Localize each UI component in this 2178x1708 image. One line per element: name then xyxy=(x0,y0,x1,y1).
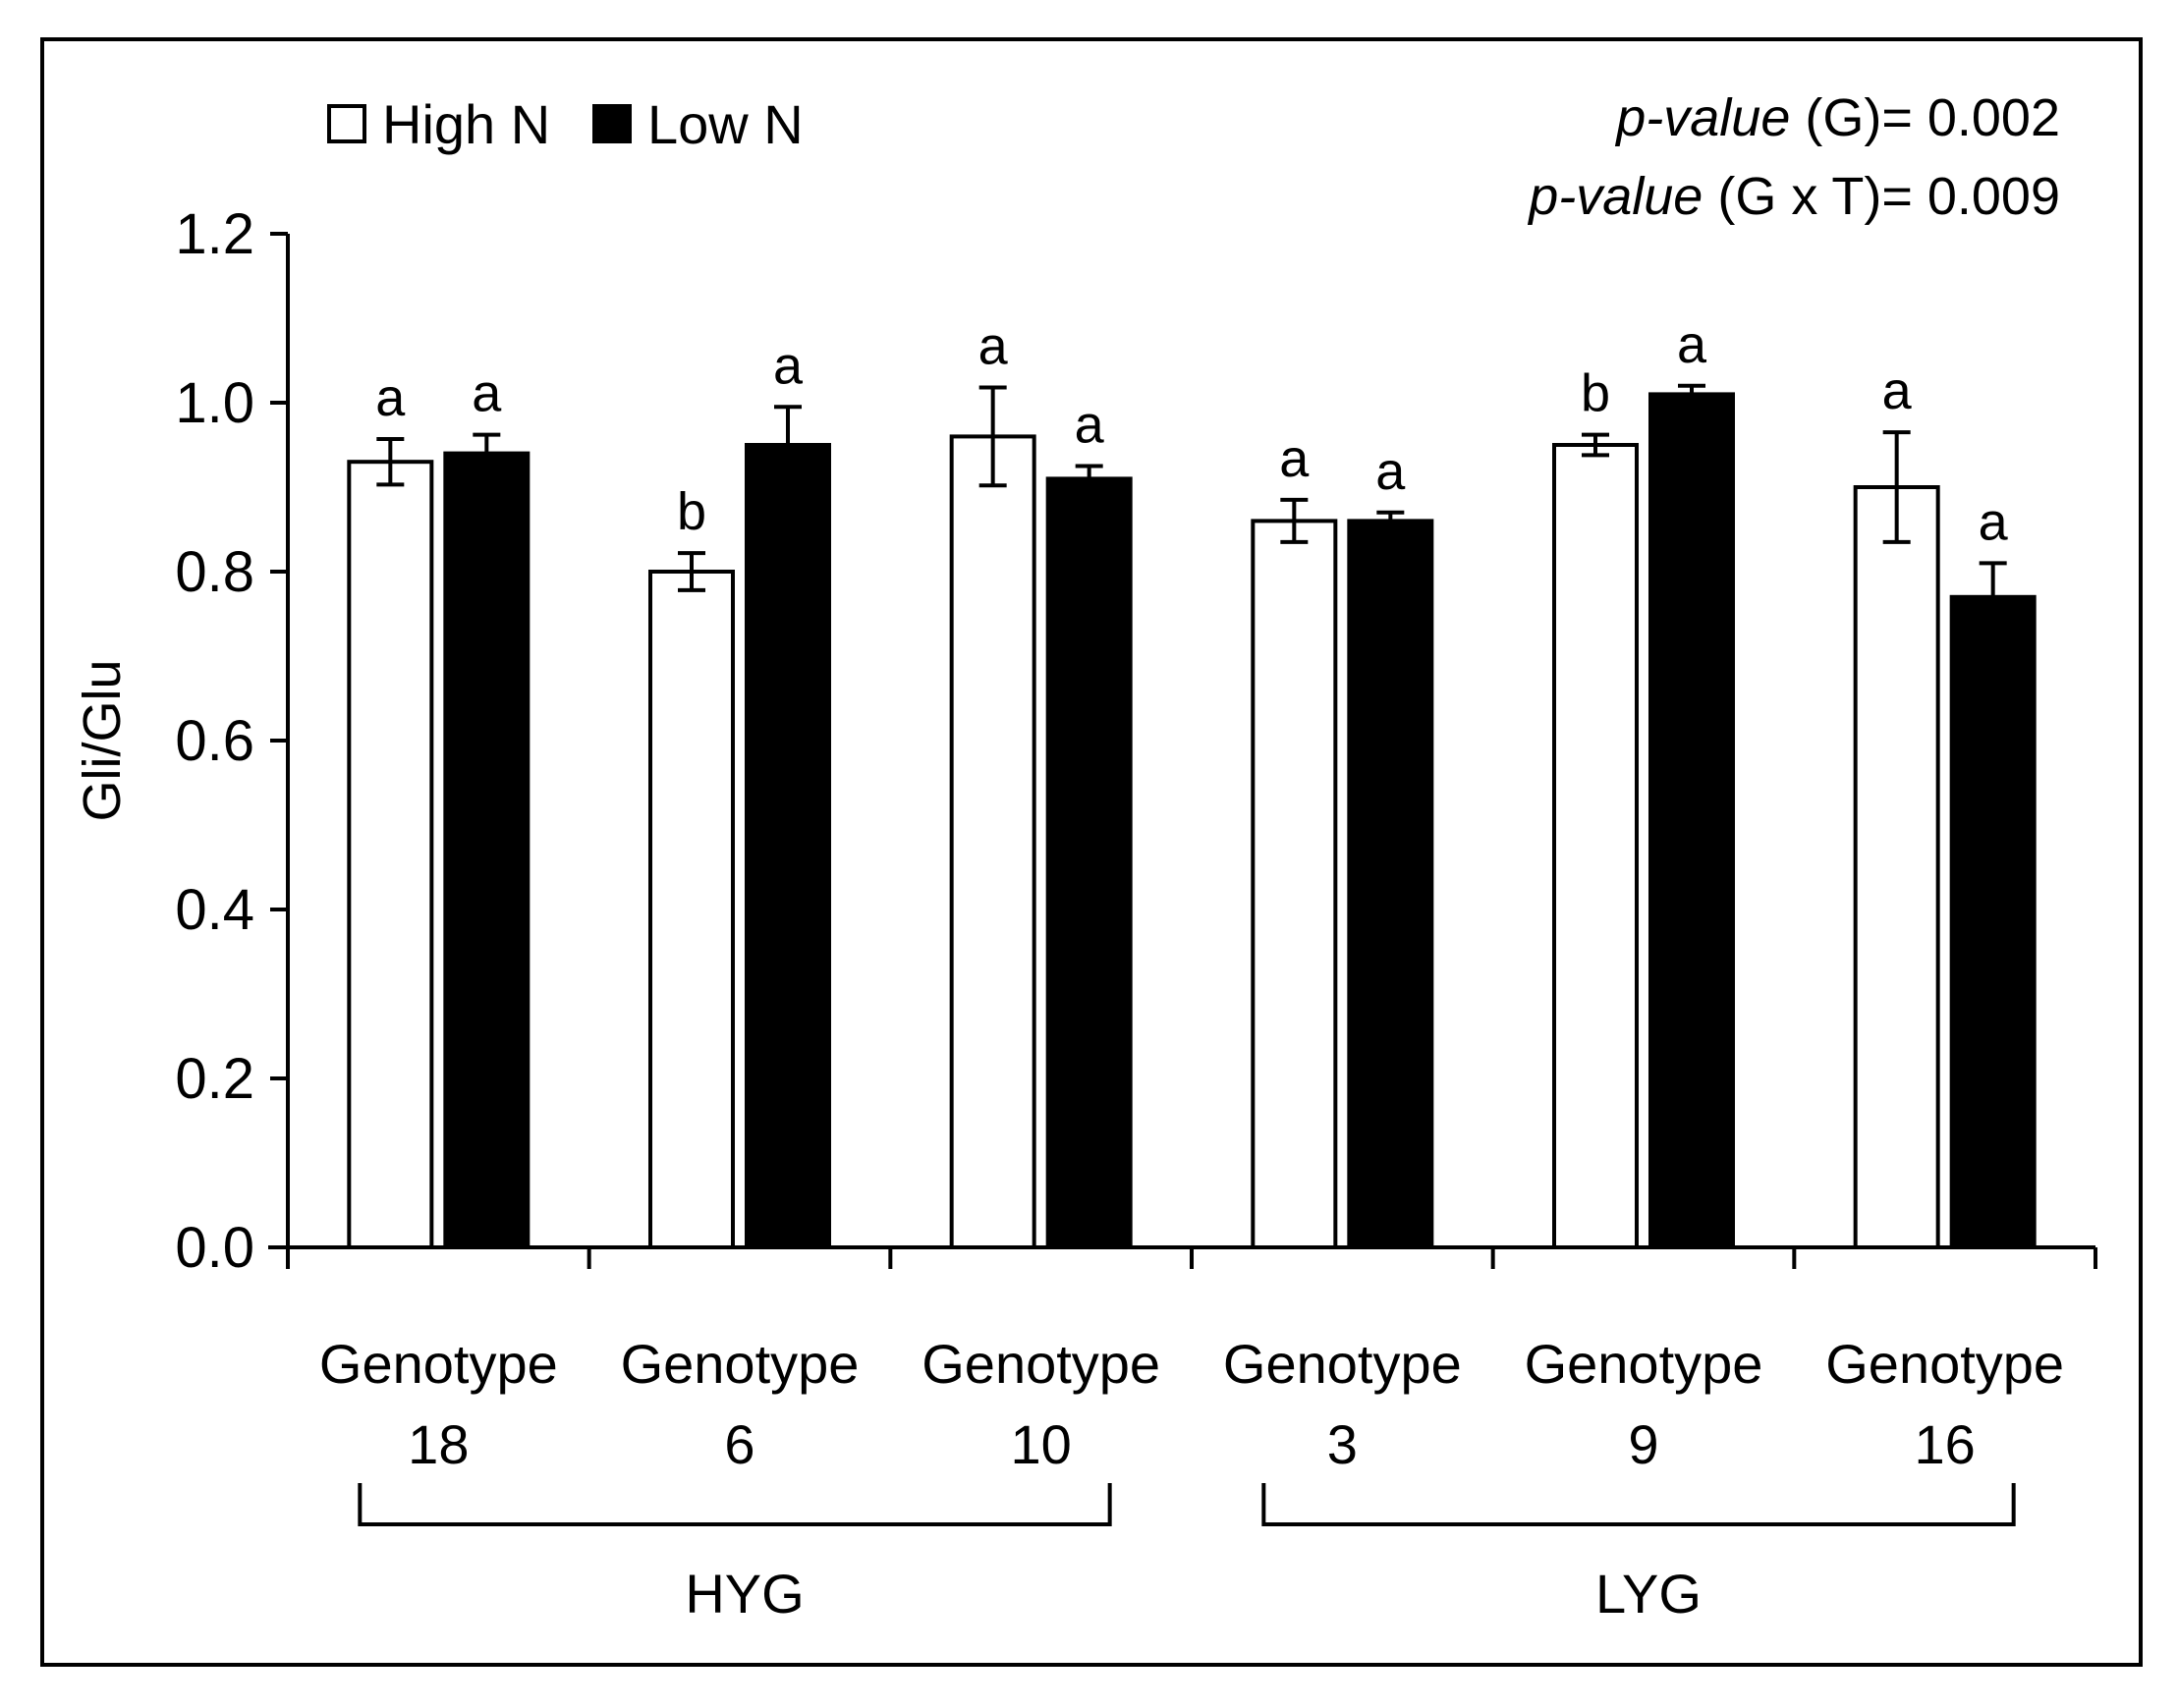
p-value-italic-0: p-value xyxy=(1614,88,1790,147)
y-tick-label-6: 1.2 xyxy=(175,202,254,266)
y-tick-label-2: 0.4 xyxy=(175,878,254,942)
y-axis-label: Gli/Glu xyxy=(73,659,132,821)
x-category-label-2-line2: 10 xyxy=(1011,1413,1072,1475)
significance-letter-low-n-4: a xyxy=(1677,315,1707,374)
bar-low-n-4 xyxy=(1648,392,1735,1249)
bar-low-n-5 xyxy=(1949,594,2037,1249)
x-category-label-0-line1: Genotype xyxy=(319,1333,558,1395)
significance-letter-high-n-5: a xyxy=(1882,361,1913,420)
group-bracket-hyg xyxy=(358,1483,1112,1526)
legend-label-high-n: High N xyxy=(382,93,550,155)
significance-letter-high-n-3: a xyxy=(1279,429,1310,488)
x-category-label-5-line1: Genotype xyxy=(1825,1333,2064,1395)
y-tick-label-5: 1.0 xyxy=(175,371,254,435)
bar-high-n-5 xyxy=(1853,485,1940,1249)
significance-letter-high-n-2: a xyxy=(978,317,1009,376)
p-value-text-1: (G x T)= 0.009 xyxy=(1703,167,2060,226)
x-category-label-4-line1: Genotype xyxy=(1525,1333,1763,1395)
x-category-label-2-line1: Genotype xyxy=(921,1333,1160,1395)
y-tick-label-4: 0.8 xyxy=(175,540,254,604)
bar-high-n-2 xyxy=(949,434,1036,1249)
bar-high-n-3 xyxy=(1251,519,1338,1249)
significance-letter-high-n-0: a xyxy=(375,368,406,427)
legend-label-low-n: Low N xyxy=(647,93,804,155)
p-value-annotation-1: p-value (G x T)= 0.009 xyxy=(1527,167,2060,226)
bar-low-n-0 xyxy=(443,451,531,1250)
significance-letter-low-n-2: a xyxy=(1075,396,1105,455)
x-category-label-3-line2: 3 xyxy=(1327,1413,1358,1475)
significance-letter-low-n-5: a xyxy=(1979,492,2009,551)
y-tick-label-1: 0.2 xyxy=(175,1047,254,1111)
legend-swatch-high-n xyxy=(327,104,366,143)
significance-letter-low-n-1: a xyxy=(773,336,804,395)
x-category-label-1-line1: Genotype xyxy=(621,1333,860,1395)
significance-letter-high-n-1: b xyxy=(677,482,706,541)
group-label-hyg: HYG xyxy=(685,1563,804,1625)
bar-high-n-0 xyxy=(347,460,434,1249)
y-tick-label-3: 0.6 xyxy=(175,709,254,773)
x-category-label-1-line2: 6 xyxy=(724,1413,754,1475)
y-tick-label-0: 0.0 xyxy=(175,1216,254,1280)
significance-letter-low-n-3: a xyxy=(1375,442,1406,501)
bar-high-n-4 xyxy=(1552,443,1639,1249)
bar-high-n-1 xyxy=(648,570,735,1249)
p-value-text-0: (G)= 0.002 xyxy=(1790,88,2060,147)
p-value-annotation-0: p-value (G)= 0.002 xyxy=(1614,88,2060,147)
bar-low-n-1 xyxy=(745,443,831,1249)
bar-low-n-3 xyxy=(1347,519,1434,1249)
x-category-label-0-line2: 18 xyxy=(408,1413,469,1475)
p-value-italic-1: p-value xyxy=(1527,167,1703,226)
significance-letter-low-n-0: a xyxy=(472,364,502,423)
bar-low-n-2 xyxy=(1045,476,1133,1249)
x-category-label-4-line2: 9 xyxy=(1628,1413,1658,1475)
significance-letter-high-n-4: b xyxy=(1581,364,1610,423)
legend-swatch-low-n xyxy=(592,104,632,143)
x-category-label-5-line2: 16 xyxy=(1915,1413,1976,1475)
group-label-lyg: LYG xyxy=(1595,1563,1702,1625)
x-category-label-3-line1: Genotype xyxy=(1223,1333,1462,1395)
group-bracket-lyg xyxy=(1261,1483,2016,1526)
